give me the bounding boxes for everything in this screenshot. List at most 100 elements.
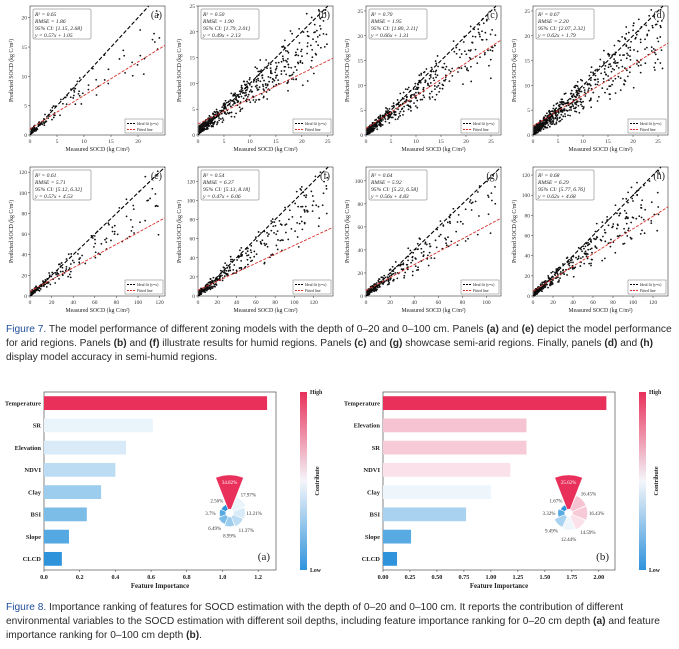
data-point [368, 126, 371, 129]
data-point [609, 65, 612, 68]
data-point [247, 263, 249, 266]
data-point [565, 268, 567, 271]
data-point [633, 49, 635, 51]
data-point [403, 276, 406, 279]
rose-segment [554, 474, 583, 510]
data-point [394, 261, 397, 263]
data-point [273, 231, 275, 234]
x-tick-label: 20 [215, 300, 221, 306]
data-point [445, 244, 448, 247]
feature-label: Elevation [354, 423, 381, 430]
data-point [406, 268, 409, 271]
data-point [59, 114, 61, 117]
x-axis-label: Measured SOCD (kg C/m²) [401, 307, 465, 314]
data-point [225, 101, 228, 104]
data-point [311, 56, 314, 59]
stats-line: 95% CI: [5.22, 6.58] [371, 187, 418, 193]
data-point [266, 67, 268, 70]
data-point [630, 40, 632, 43]
data-point [447, 245, 450, 248]
rose-percent-label: 14.59% [580, 531, 595, 536]
data-point [69, 270, 72, 273]
data-point [489, 58, 492, 61]
data-point [566, 110, 569, 112]
data-point [91, 67, 94, 70]
fitted-line [532, 42, 669, 127]
y-tick-label: 60 [358, 225, 364, 231]
stats-box [535, 169, 595, 201]
data-point [420, 252, 423, 254]
data-point [491, 199, 493, 202]
data-point [298, 41, 301, 44]
data-point [572, 261, 574, 264]
data-point [229, 269, 232, 272]
data-point [453, 50, 456, 53]
data-point [257, 77, 259, 80]
data-point [569, 259, 572, 262]
data-point [286, 81, 289, 84]
data-point [544, 285, 547, 288]
data-point [244, 265, 247, 268]
data-point [603, 49, 605, 52]
y-axis-label: Predicted SOCD (kg C/m²) [8, 200, 15, 263]
rose-percent-label: 34.82% [222, 481, 237, 486]
data-point [95, 78, 98, 81]
data-point [294, 54, 297, 57]
data-point [317, 205, 320, 208]
data-point [266, 231, 268, 234]
rose-percent-label: 1.67% [550, 500, 563, 505]
data-point [544, 123, 547, 126]
feature-label: BSI [31, 512, 42, 519]
data-point [369, 130, 372, 133]
x-tick-label: 10 [413, 139, 419, 145]
data-point [379, 114, 382, 117]
data-point [627, 216, 629, 219]
data-point [636, 50, 639, 53]
y-tick-label: 25 [525, 9, 531, 15]
data-point [420, 247, 423, 250]
data-point [558, 279, 560, 282]
stats-line: RMSE = 2.20 [537, 19, 569, 25]
data-point [291, 73, 294, 76]
data-point [258, 98, 261, 101]
data-point [155, 10, 158, 12]
data-point [384, 118, 387, 120]
data-point [209, 277, 212, 280]
data-point [212, 285, 214, 288]
data-point [215, 108, 218, 111]
data-point [390, 112, 393, 115]
data-point [640, 64, 642, 66]
data-point [587, 243, 590, 246]
data-point [642, 218, 645, 221]
data-point [620, 59, 622, 62]
data-point [482, 22, 485, 25]
data-point [597, 95, 600, 98]
data-point [257, 79, 260, 82]
data-point [295, 190, 298, 193]
data-point [214, 285, 216, 288]
data-point [579, 90, 581, 93]
data-point [366, 130, 369, 133]
data-point [436, 86, 438, 88]
data-point [470, 209, 473, 211]
data-point [248, 90, 251, 93]
data-point [93, 235, 96, 237]
data-point [153, 41, 156, 43]
data-point [296, 236, 299, 238]
data-point [242, 97, 245, 100]
data-point [310, 59, 313, 62]
data-point [613, 58, 616, 61]
y-tick-label: 0 [527, 294, 530, 300]
data-point [611, 83, 614, 86]
data-point [571, 103, 574, 106]
data-point [321, 204, 324, 207]
data-point [457, 71, 459, 73]
data-point [305, 196, 307, 199]
data-point [274, 71, 277, 74]
data-point [246, 88, 248, 91]
data-point [265, 243, 268, 245]
data-point [636, 59, 638, 62]
data-point [602, 77, 605, 80]
data-point [230, 105, 232, 108]
